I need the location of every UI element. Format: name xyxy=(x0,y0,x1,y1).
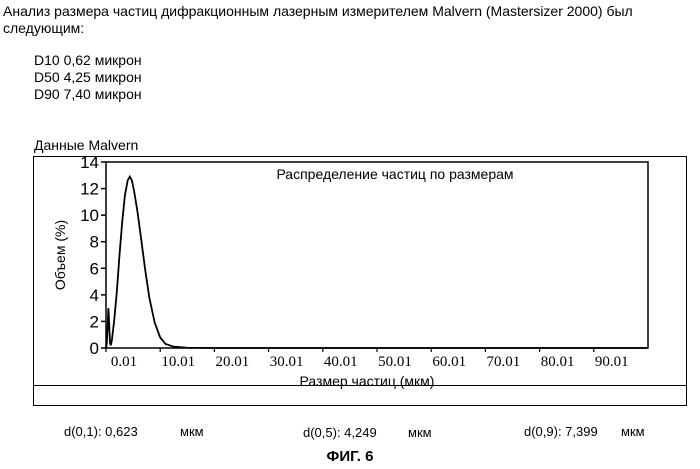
d05-unit: мкм xyxy=(408,425,432,440)
y-tick-label: 8 xyxy=(90,233,99,252)
x-tick-label: 20.01 xyxy=(216,354,250,370)
x-tick-label: 30.01 xyxy=(270,354,304,370)
y-axis-label: Объем (%) xyxy=(52,220,68,290)
x-tick-label: 70.01 xyxy=(487,354,521,370)
figure-caption: ФИГ. 6 xyxy=(0,448,700,465)
y-tick-label: 6 xyxy=(90,259,99,278)
x-tick-label: 40.01 xyxy=(324,354,358,370)
y-tick-label: 14 xyxy=(80,153,99,172)
y-tick-label: 0 xyxy=(90,339,99,358)
d05-result: d(0,5): 4,249 xyxy=(303,425,377,440)
d09-unit: мкм xyxy=(621,424,645,439)
x-axis: 0.01 10.01 20.01 30.01 40.01 50.01 60.01 70.01 8… xyxy=(106,348,629,370)
y-tick-label: 10 xyxy=(80,206,99,225)
x-tick-label: 10.01 xyxy=(161,354,195,370)
chart-title: Распределение частиц по размерам xyxy=(276,166,513,182)
x-tick-label: 80.01 xyxy=(541,354,575,370)
y-tick-label: 2 xyxy=(90,312,99,331)
y-axis: 0 2 4 6 8 10 12 14 xyxy=(80,153,106,358)
d09-result: d(0,9): 7,399 xyxy=(524,424,598,439)
plot-frame xyxy=(106,162,648,348)
distribution-curve xyxy=(106,177,648,348)
y-tick-label: 12 xyxy=(80,180,99,199)
d01-result: d(0,1): 0,623 xyxy=(64,424,138,439)
x-tick-label: 60.01 xyxy=(432,354,466,370)
d01-unit: мкм xyxy=(180,424,204,439)
x-tick-label: 50.01 xyxy=(378,354,412,370)
y-tick-label: 4 xyxy=(90,286,99,305)
x-tick-label: 0.01 xyxy=(111,354,137,370)
x-axis-label: Размер частиц (мкм) xyxy=(300,373,435,389)
x-tick-label: 90.01 xyxy=(595,354,629,370)
particle-size-chart: Распределение частиц по размерам 0 2 4 6 8 10… xyxy=(0,0,700,420)
